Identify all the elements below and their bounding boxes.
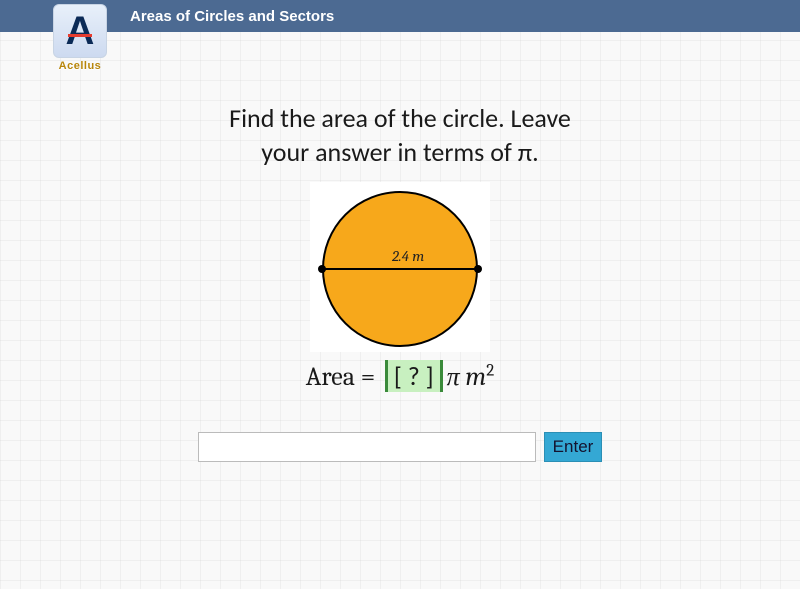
diameter-line: [322, 268, 478, 270]
diameter-label: 2.4 m: [392, 247, 424, 265]
content-area: Find the area of the circle. Leave your …: [0, 32, 800, 462]
formula-equals: =: [361, 362, 375, 392]
question-text: Find the area of the circle. Leave your …: [140, 102, 660, 170]
logo-icon: A: [53, 4, 107, 58]
diameter-endpoint-left: [318, 265, 326, 273]
header-bar: Areas of Circles and Sectors: [0, 0, 800, 32]
formula-pi: π: [447, 362, 460, 392]
logo-letter: A: [66, 11, 95, 51]
page-title: Areas of Circles and Sectors: [130, 8, 334, 25]
formula: Area = [ ? ] π m2: [0, 360, 800, 392]
answer-row: Enter: [0, 432, 800, 462]
formula-unit: m: [465, 362, 486, 392]
answer-input[interactable]: [198, 432, 536, 462]
formula-lhs: Area: [306, 362, 355, 392]
answer-placeholder: [ ? ]: [385, 360, 443, 392]
circle-figure: 2.4 m: [310, 182, 490, 352]
enter-button[interactable]: Enter: [544, 432, 603, 462]
formula-exponent: 2: [486, 361, 494, 380]
question-line-2: your answer in terms of π.: [261, 136, 538, 168]
logo: A Acellus: [48, 4, 112, 78]
placeholder-symbol: ?: [408, 360, 420, 392]
diameter-endpoint-right: [474, 265, 482, 273]
logo-label: Acellus: [48, 60, 112, 72]
question-line-1: Find the area of the circle. Leave: [229, 102, 571, 134]
